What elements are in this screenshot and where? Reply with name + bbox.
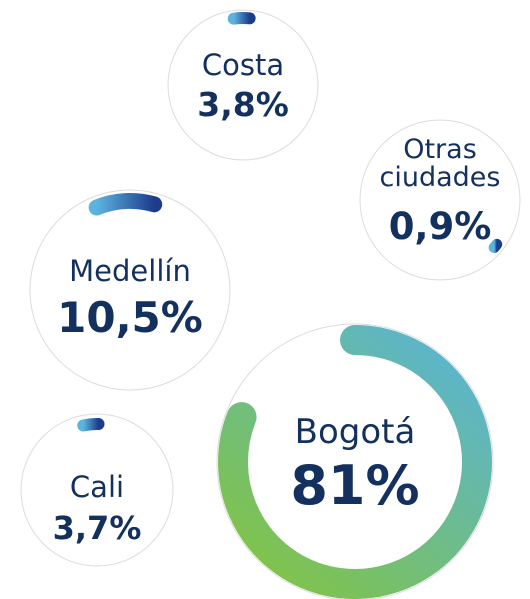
gauge-value: 81% — [290, 454, 420, 517]
gauge-outline — [167, 9, 319, 161]
gauge-name: Cali — [69, 470, 125, 504]
gauge-outline — [216, 323, 494, 599]
gauge-name: Otras ciudades — [379, 134, 501, 194]
gauge-value: 10,5% — [57, 293, 203, 342]
gauge-arc — [88, 193, 163, 216]
gauge-arc — [77, 418, 105, 432]
gauge-name: Costa — [201, 48, 285, 82]
gauge-outline — [20, 413, 174, 567]
gauge-outline — [359, 119, 521, 281]
gauge-arc — [218, 325, 492, 599]
gauge-name: Medellín — [69, 254, 191, 288]
gauge-arc — [488, 238, 503, 253]
gauge-value: 3,7% — [52, 509, 142, 547]
gauge-value: 3,8% — [197, 85, 289, 124]
gauge-value: 0,9% — [388, 205, 492, 248]
gauge-outline — [29, 189, 231, 391]
gauge-name: Bogotá — [294, 412, 416, 452]
gauge-arc — [227, 12, 256, 25]
